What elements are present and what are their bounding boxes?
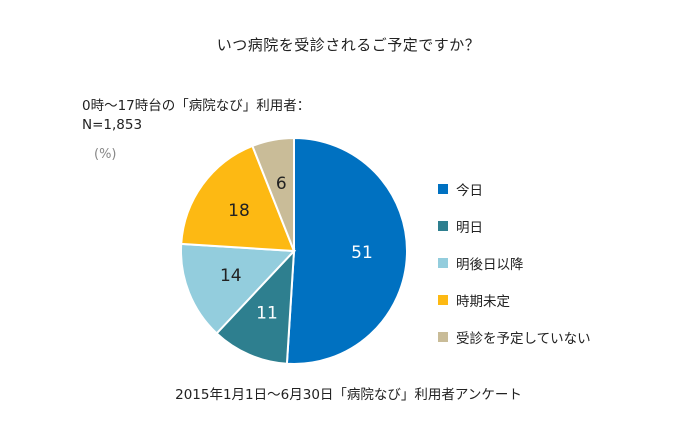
pie-slices (180, 136, 408, 365)
pie-label-tomorrow: 11 (256, 303, 278, 323)
legend-item-tomorrow: 明日 (438, 207, 591, 244)
legend-label-today: 今日 (456, 182, 483, 199)
chart-title: いつ病院を受診されるご予定ですか？ (216, 36, 481, 54)
pie-slice-today (285, 136, 408, 365)
pie-slice-no-plan (251, 136, 295, 252)
pie-label-day-after-or-later: 14 (220, 266, 242, 286)
pie-slice-undecided (180, 144, 296, 253)
legend-label-undecided: 時期未定 (456, 293, 510, 310)
legend-item-no-plan: 受診を予定していない (438, 318, 591, 355)
legend-item-day-after-or-later: 明後日以降 (438, 244, 591, 281)
source-note: 2015年1月1日～6月30日「病院なび」利用者アンケート (175, 387, 522, 403)
pie-slice-labels: 51 11 14 18 6 (220, 174, 373, 323)
legend-swatch-undecided (438, 294, 448, 305)
subtitle-line-sample-size: N=1,853 (82, 117, 143, 133)
legend-swatch-today (438, 183, 448, 194)
unit-label: (%) (94, 147, 117, 162)
pie-label-no-plan: 6 (276, 174, 287, 194)
legend-swatch-tomorrow (438, 220, 448, 231)
legend-swatch-day-after-or-later (438, 257, 448, 268)
legend-label-tomorrow: 明日 (456, 219, 483, 236)
pie-label-undecided: 18 (228, 201, 250, 221)
legend-label-no-plan: 受診を予定していない (456, 330, 591, 347)
pie-slice-tomorrow (215, 248, 296, 365)
legend-item-today: 今日 (438, 170, 591, 207)
subtitle-line-respondents: 0時～17時台の「病院なび」利用者： (82, 98, 311, 114)
chart-subtitle: 0時～17時台の「病院なび」利用者： N=1,853 (82, 97, 310, 135)
legend-label-day-after-or-later: 明後日以降 (456, 256, 524, 273)
pie-label-today: 51 (351, 243, 373, 263)
legend-swatch-no-plan (438, 331, 448, 342)
legend-item-undecided: 時期未定 (438, 281, 591, 318)
chart-legend: 今日 明日 明後日以降 時期未定 受診を予定していない (438, 170, 591, 355)
pie-slice-day-after-or-later (180, 242, 297, 335)
